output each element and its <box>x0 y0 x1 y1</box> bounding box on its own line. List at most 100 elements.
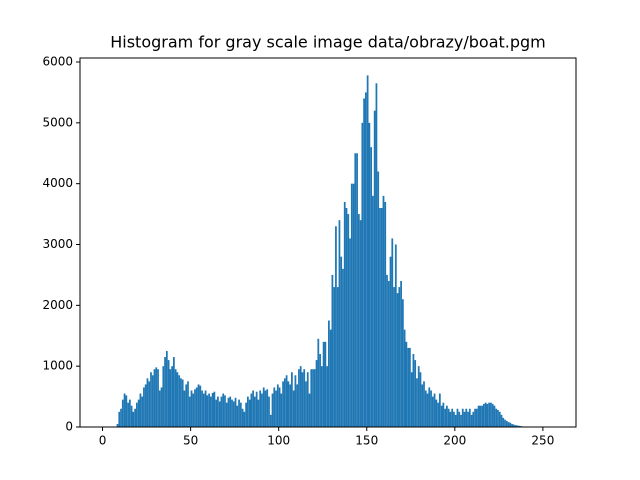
histogram-bar <box>190 390 193 427</box>
histogram-bar <box>354 153 357 428</box>
histogram-bar <box>312 369 314 427</box>
histogram-bar <box>264 390 267 427</box>
histogram-bar <box>317 338 320 427</box>
histogram-bar <box>343 201 346 427</box>
histogram-bar <box>225 402 228 427</box>
histogram-bar <box>504 419 506 427</box>
histogram-bar <box>403 329 406 427</box>
histogram-bar <box>276 384 279 427</box>
histogram-bar <box>333 287 336 427</box>
histogram-bar <box>246 396 249 427</box>
histogram-bar <box>137 399 140 427</box>
histogram-bar <box>396 293 399 427</box>
histogram-bar <box>387 281 390 427</box>
histogram-bar <box>419 372 422 427</box>
histogram-bar <box>361 122 364 427</box>
histogram-bar <box>379 208 381 427</box>
histogram-bar <box>134 408 137 427</box>
histogram-bar <box>446 405 448 427</box>
histogram-bar <box>368 122 371 427</box>
histogram-bar <box>292 390 295 427</box>
histogram-bar <box>268 396 270 427</box>
histogram-bar <box>461 408 464 427</box>
histogram-bar <box>120 408 122 427</box>
histogram-bar <box>493 405 496 427</box>
histogram-bar <box>236 405 239 427</box>
histogram-bar <box>213 391 216 427</box>
x-tick-label: 200 <box>443 434 466 448</box>
histogram-bar <box>440 405 443 427</box>
histogram-bar <box>181 379 184 427</box>
histogram-bar <box>468 408 471 427</box>
histogram-bar <box>511 423 513 427</box>
histogram-bar <box>363 98 365 427</box>
histogram-bar <box>380 208 383 427</box>
histogram-bar <box>414 360 417 427</box>
histogram-bar <box>479 405 482 427</box>
histogram-bar <box>162 366 165 427</box>
histogram-bar <box>435 399 438 427</box>
histogram-bar <box>231 399 233 427</box>
histogram-bar <box>165 350 168 427</box>
histogram-bar <box>465 408 468 427</box>
histogram-bar <box>127 402 129 427</box>
histogram-bar <box>202 393 205 427</box>
y-tick-label: 5000 <box>42 115 73 129</box>
histogram-bar <box>183 390 186 427</box>
histogram-bar <box>130 405 133 427</box>
histogram-bar <box>239 402 242 427</box>
histogram-bar <box>375 83 378 428</box>
histogram-bar <box>460 414 462 427</box>
histogram-bar <box>285 375 288 427</box>
y-tick-label: 1000 <box>42 359 73 373</box>
histogram-bar <box>400 281 402 427</box>
histogram-bar <box>467 411 469 427</box>
histogram-bar <box>347 214 350 427</box>
histogram-bar <box>313 369 316 427</box>
histogram-bar <box>291 372 293 427</box>
y-tick-label: 2000 <box>42 298 73 312</box>
histogram-bar <box>116 423 119 427</box>
histogram-bar <box>245 402 247 427</box>
histogram-bar <box>483 403 485 427</box>
histogram-bar <box>169 369 172 427</box>
histogram-bar <box>261 393 263 427</box>
histogram-bar <box>486 403 489 427</box>
histogram-bar <box>437 402 439 427</box>
histogram-bar <box>201 390 203 427</box>
histogram-bar <box>456 408 459 427</box>
histogram-bar <box>217 396 219 427</box>
histogram-bar <box>338 220 341 427</box>
histogram-bar <box>303 369 306 427</box>
histogram-bar <box>118 411 121 427</box>
histogram-bar <box>155 367 158 427</box>
histogram-bar <box>266 389 269 427</box>
histogram-bar <box>322 341 325 427</box>
histogram-bar <box>386 274 388 427</box>
histogram-bar <box>215 399 218 427</box>
histogram-bar <box>128 399 131 427</box>
y-tick-label: 4000 <box>42 176 73 190</box>
histogram-bar <box>516 425 519 427</box>
histogram-bar <box>329 329 332 427</box>
histogram-bar <box>125 395 128 427</box>
histogram-bar <box>150 372 152 427</box>
histogram-bar <box>438 393 441 427</box>
histogram-bar <box>273 387 276 427</box>
histogram-bar <box>176 372 179 427</box>
histogram-bar <box>232 401 235 427</box>
histogram-bar <box>518 425 520 427</box>
histogram-bar <box>431 396 434 427</box>
histogram-bar <box>139 393 142 427</box>
histogram-bar <box>474 408 476 427</box>
histogram-bar <box>410 372 413 427</box>
histogram-bar <box>187 381 189 427</box>
histogram-bar <box>398 287 401 427</box>
y-tick-label: 0 <box>65 420 73 434</box>
histogram-bar <box>174 369 177 427</box>
histogram-bar <box>306 372 309 427</box>
histogram-bar <box>208 393 210 427</box>
histogram-bar <box>305 381 307 427</box>
histogram-bar <box>158 390 161 427</box>
histogram-bar <box>287 381 290 427</box>
